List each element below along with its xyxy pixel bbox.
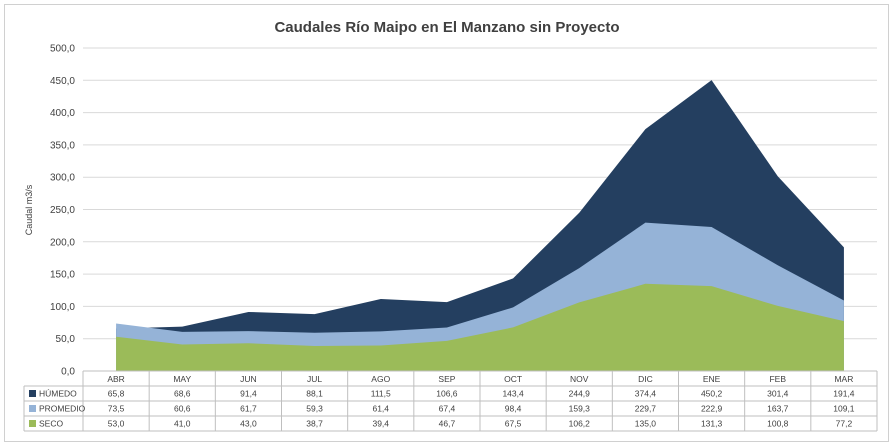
x-category-label: ENE bbox=[703, 374, 721, 384]
x-category-label: AGO bbox=[371, 374, 390, 384]
data-label: 46,7 bbox=[439, 419, 456, 429]
data-label: 41,0 bbox=[174, 419, 191, 429]
y-tick-label: 200,0 bbox=[50, 237, 75, 248]
data-label: 229,7 bbox=[635, 404, 657, 414]
x-category-label: DIC bbox=[638, 374, 653, 384]
x-category-label: JUL bbox=[307, 374, 322, 384]
legend-key-seco bbox=[29, 420, 36, 427]
data-label: 244,9 bbox=[569, 389, 591, 399]
y-axis-label: Caudal m3/s bbox=[24, 184, 34, 235]
data-label: 88,1 bbox=[306, 389, 323, 399]
y-tick-label: 0,0 bbox=[61, 367, 75, 378]
data-label: 39,4 bbox=[372, 419, 389, 429]
data-label: 43,0 bbox=[240, 419, 257, 429]
x-category-label: FEB bbox=[769, 374, 786, 384]
data-label: 67,5 bbox=[505, 419, 522, 429]
y-tick-label: 100,0 bbox=[50, 302, 75, 313]
y-tick-label: 450,0 bbox=[50, 76, 75, 87]
x-category-label: MAR bbox=[834, 374, 853, 384]
y-tick-label: 500,0 bbox=[50, 44, 75, 55]
legend-key-húmedo bbox=[29, 390, 36, 397]
data-label: 301,4 bbox=[767, 389, 789, 399]
data-label: 60,6 bbox=[174, 404, 191, 414]
data-table: ABR MAY JUN JUL AGO SEP OCT NOV DIC ENE FEB MAR HÚME… bbox=[23, 370, 878, 432]
x-category-label: NOV bbox=[570, 374, 589, 384]
data-label: 67,4 bbox=[439, 404, 456, 414]
x-category-label: OCT bbox=[504, 374, 522, 384]
y-tick-label: 250,0 bbox=[50, 205, 75, 216]
legend-key-promedio bbox=[29, 405, 36, 412]
y-tick-label: 350,0 bbox=[50, 140, 75, 151]
data-label: 143,4 bbox=[502, 389, 524, 399]
y-axis-ticks: 0,0 50,0 100,0 150,0 200,0 250,0 300,0 350,0 400… bbox=[50, 44, 75, 378]
area-seco bbox=[116, 283, 844, 371]
data-label: 191,4 bbox=[833, 389, 855, 399]
data-label: 222,9 bbox=[701, 404, 723, 414]
data-label: 135,0 bbox=[635, 419, 657, 429]
data-label: 374,4 bbox=[635, 389, 657, 399]
chart-title: Caudales Río Maipo en El Manzano sin Pro… bbox=[274, 19, 619, 36]
data-label: 59,3 bbox=[306, 404, 323, 414]
data-label: 65,8 bbox=[108, 389, 125, 399]
y-tick-label: 300,0 bbox=[50, 173, 75, 184]
data-label: 163,7 bbox=[767, 404, 789, 414]
data-label: 77,2 bbox=[836, 419, 853, 429]
y-tick-label: 400,0 bbox=[50, 108, 75, 119]
legend-label: PROMEDIO bbox=[39, 404, 86, 414]
x-category-label: ABR bbox=[107, 374, 124, 384]
data-label: 91,4 bbox=[240, 389, 257, 399]
y-tick-label: 50,0 bbox=[56, 334, 76, 345]
legend-label: HÚMEDO bbox=[39, 389, 77, 399]
series-areas bbox=[116, 80, 844, 371]
data-label: 98,4 bbox=[505, 404, 522, 414]
data-label: 109,1 bbox=[833, 404, 855, 414]
data-label: 100,8 bbox=[767, 419, 789, 429]
data-label: 106,2 bbox=[569, 419, 591, 429]
data-label: 38,7 bbox=[306, 419, 323, 429]
legend-label: SECO bbox=[39, 419, 63, 429]
data-label: 73,5 bbox=[108, 404, 125, 414]
data-label: 53,0 bbox=[108, 419, 125, 429]
x-category-label: JUN bbox=[240, 374, 257, 384]
y-tick-label: 150,0 bbox=[50, 270, 75, 281]
data-label: 68,6 bbox=[174, 389, 191, 399]
data-label: 106,6 bbox=[436, 389, 458, 399]
data-label: 111,5 bbox=[371, 389, 391, 399]
data-label: 159,3 bbox=[569, 404, 591, 414]
data-label: 131,3 bbox=[701, 419, 723, 429]
x-category-label: SEP bbox=[438, 374, 455, 384]
data-label: 61,4 bbox=[372, 404, 389, 414]
data-label: 450,2 bbox=[701, 389, 723, 399]
data-label: 61,7 bbox=[240, 404, 257, 414]
x-category-label: MAY bbox=[173, 374, 191, 384]
